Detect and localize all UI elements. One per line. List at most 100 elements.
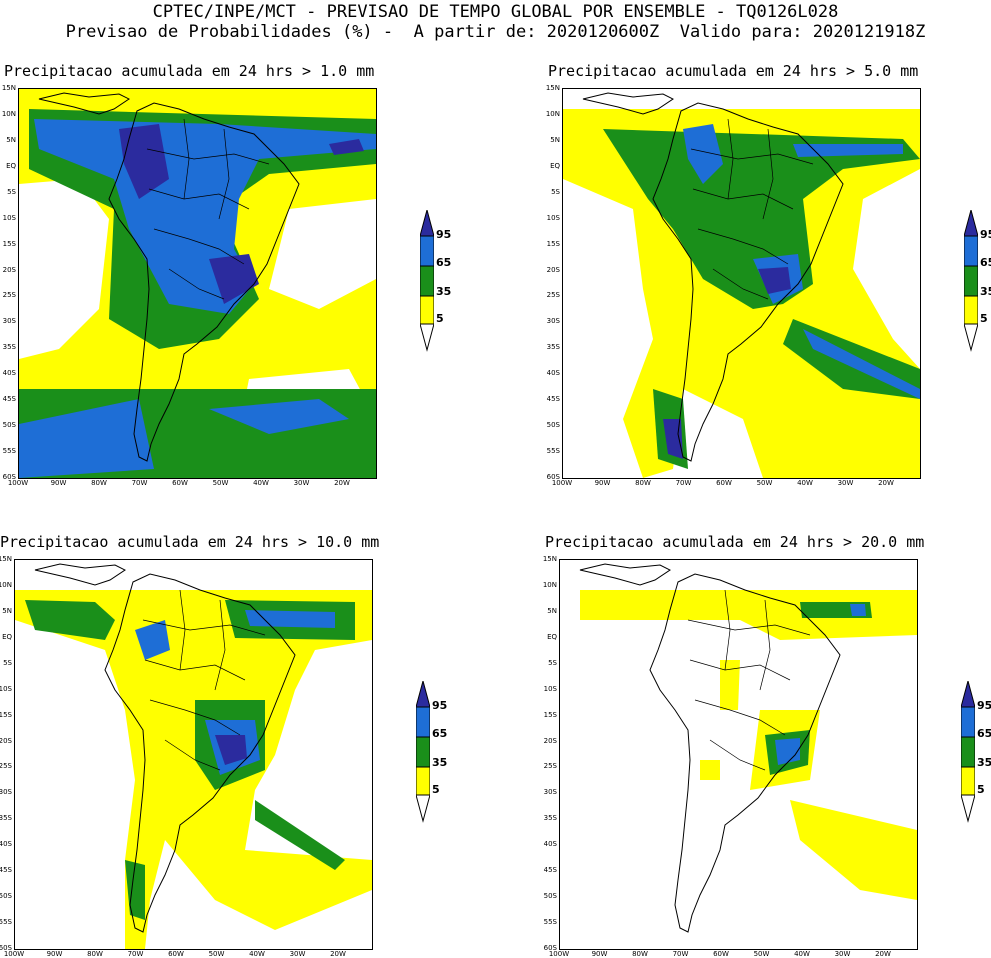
latitude-label: 15S xyxy=(0,710,12,719)
map-area xyxy=(14,559,373,950)
latitude-label: 25S xyxy=(546,291,560,300)
latitude-label: EQ xyxy=(547,632,557,641)
country-border xyxy=(144,659,246,681)
map-area xyxy=(18,88,377,479)
country-border xyxy=(687,619,811,636)
latitude-label: 10N xyxy=(545,109,560,118)
country-border xyxy=(164,739,221,771)
panel-title: Precipitacao acumulada em 24 hrs > 10.0 … xyxy=(0,533,380,551)
colorbar-segment xyxy=(961,736,975,768)
latitude-label: 15S xyxy=(2,239,16,248)
probability-region xyxy=(700,760,720,780)
probability-region xyxy=(119,124,169,199)
latitude-label: 5S xyxy=(551,187,560,196)
longitude-label: 80W xyxy=(91,479,107,487)
latitude-label: 25S xyxy=(2,291,16,300)
country-border xyxy=(709,739,766,771)
longitude-label: 50W xyxy=(753,950,770,958)
probability-region xyxy=(245,610,335,628)
longitude-label: 50W xyxy=(208,950,225,958)
probability-map xyxy=(560,560,917,949)
central-america-coastline xyxy=(34,563,126,586)
country-border xyxy=(179,589,186,671)
probability-region xyxy=(209,399,349,434)
latitude-label: 5N xyxy=(6,135,16,144)
colorbar-segment xyxy=(420,235,434,267)
longitude-label: 40W xyxy=(794,950,810,958)
colorbar-segment xyxy=(420,210,434,237)
longitude-label: 40W xyxy=(253,479,269,487)
longitude-label: 90W xyxy=(46,950,63,958)
colorbar-tick-label: 5 xyxy=(977,783,985,796)
country-border xyxy=(214,599,226,691)
country-border xyxy=(762,128,774,220)
country-border xyxy=(692,188,794,210)
colorbar-tick-label: 95 xyxy=(980,228,991,241)
country-border xyxy=(168,268,225,300)
latitude-label: 20S xyxy=(546,265,560,274)
probability-region xyxy=(790,800,917,900)
longitude-label: 70W xyxy=(131,479,148,487)
longitude-label: 20W xyxy=(330,950,346,958)
latitude-label: 5S xyxy=(548,658,557,667)
longitude-label: 100W xyxy=(548,950,570,958)
longitude-label: 70W xyxy=(675,479,692,487)
latitude-label: 5S xyxy=(7,187,16,196)
colorbar-tick-label: 5 xyxy=(436,312,444,325)
latitude-label: 60S xyxy=(543,944,557,952)
colorbar-tick-label: 35 xyxy=(977,756,991,769)
longitude-label: 80W xyxy=(632,950,648,958)
colorbar-segment xyxy=(964,210,978,237)
longitude-label: 90W xyxy=(594,479,611,487)
latitude-label: 35S xyxy=(2,343,16,352)
probability-region xyxy=(135,620,170,660)
colorbar-segment xyxy=(416,681,430,708)
longitude-label: 20W xyxy=(334,479,350,487)
latitude-label: 55S xyxy=(2,447,16,456)
probability-region xyxy=(663,419,683,459)
latitude-label: 45S xyxy=(2,395,16,404)
longitude-label: 100W xyxy=(551,479,573,487)
colorbar-segment xyxy=(961,706,975,738)
latitude-label: 25S xyxy=(0,762,12,771)
latitude-label: 45S xyxy=(546,395,560,404)
colorbar-segment xyxy=(420,295,434,325)
longitude-label: 30W xyxy=(293,479,310,487)
colorbar-tick-label: 65 xyxy=(436,256,452,269)
colorbar-segment xyxy=(416,736,430,768)
latitude-label: 60S xyxy=(0,944,12,952)
latitude-label: 50S xyxy=(0,892,12,901)
latitude-label: 15N xyxy=(0,555,12,563)
latitude-label: 15N xyxy=(542,555,557,563)
colorbar-segment xyxy=(961,681,975,708)
latitude-label: 10S xyxy=(546,213,560,222)
latitude-label: 10N xyxy=(1,109,16,118)
longitude-label: 60W xyxy=(713,950,729,958)
latitude-label: 10N xyxy=(542,580,557,589)
latitude-label: 5N xyxy=(2,606,12,615)
latitude-label: 30S xyxy=(543,788,557,797)
latitude-label: 15N xyxy=(545,84,560,92)
longitude-label: 100W xyxy=(7,479,29,487)
colorbar-tick-label: 5 xyxy=(432,783,440,796)
latitude-label: 10N xyxy=(0,580,12,589)
probability-region xyxy=(269,199,376,309)
country-border xyxy=(697,228,789,265)
latitude-label: 10S xyxy=(543,684,557,693)
central-america-coastline xyxy=(579,563,671,586)
country-border xyxy=(712,268,769,300)
colorbar-tick-label: 65 xyxy=(980,256,991,269)
probability-region xyxy=(34,119,376,314)
probability-region xyxy=(255,800,345,870)
latitude-label: 30S xyxy=(546,317,560,326)
latitude-label: 5N xyxy=(547,606,557,615)
longitude-label: 30W xyxy=(834,950,851,958)
probability-region xyxy=(603,129,920,309)
probability-map xyxy=(563,89,920,478)
probability-region xyxy=(775,738,800,765)
colorbar-segment xyxy=(420,265,434,297)
latitude-label: 10S xyxy=(2,213,16,222)
colorbar-graphic xyxy=(961,681,975,823)
latitude-label: 30S xyxy=(0,788,12,797)
probability-region xyxy=(19,179,109,359)
